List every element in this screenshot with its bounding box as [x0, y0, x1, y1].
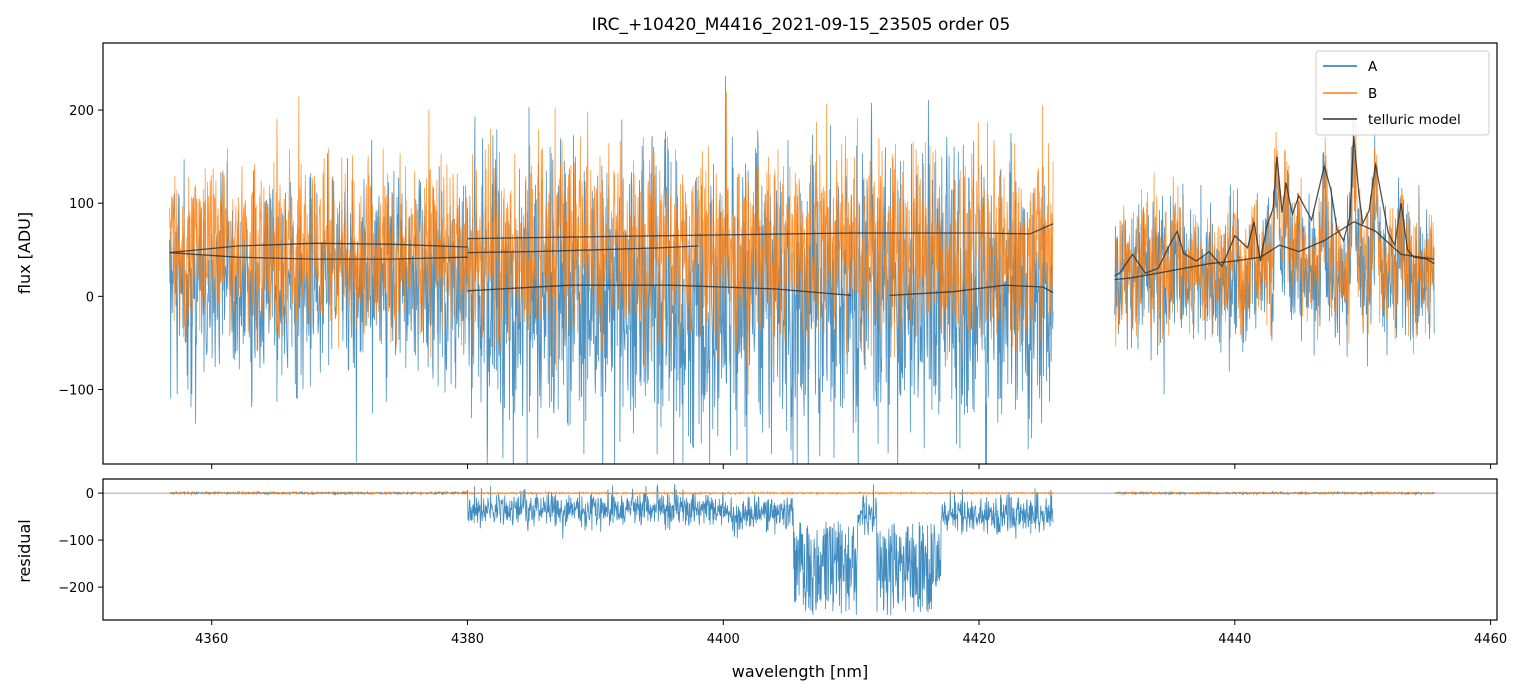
x-axis-label: wavelength [nm] [732, 662, 869, 681]
bottom-axis-ticks: 4360 4380 4400 4420 4440 4460 −200 −100 0 [58, 487, 1507, 647]
x-tick-label: 4440 [1218, 632, 1251, 647]
bottom-panel: 4360 4380 4400 4420 4440 4460 −200 −100 0 residu… [15, 478, 1507, 681]
x-tick-label: 4460 [1474, 632, 1507, 647]
top-y-tick-label: 100 [69, 197, 94, 212]
legend-label-telluric: telluric model [1368, 112, 1461, 128]
x-tick-label: 4360 [195, 632, 228, 647]
residual-b-line [169, 490, 1054, 496]
x-tick-label: 4400 [707, 632, 740, 647]
chart-title: IRC_+10420_M4416_2021-09-15_23505 order … [592, 15, 1011, 35]
bottom-y-tick-label: −200 [58, 581, 94, 596]
top-y-axis-label: flux [ADU] [15, 212, 34, 294]
telluric-model-line [467, 245, 698, 254]
top-axis-ticks: −100 0 100 200 [58, 104, 1492, 469]
legend-label-b: B [1368, 86, 1377, 102]
telluric-model-line [1114, 136, 1435, 277]
top-y-tick-label: −100 [58, 383, 94, 398]
telluric-model-line [169, 251, 468, 260]
telluric-model-line [467, 284, 852, 297]
legend: A B telluric model [1315, 50, 1490, 136]
top-y-tick-label: 0 [86, 290, 94, 305]
legend-label-a: A [1368, 59, 1378, 75]
top-axes-frame [102, 42, 1498, 465]
telluric-model-line [889, 284, 1054, 297]
x-tick-label: 4420 [962, 632, 995, 647]
bottom-axes-frame [102, 478, 1498, 621]
bottom-y-tick-label: 0 [86, 487, 94, 502]
top-y-tick-label: 200 [69, 104, 94, 119]
legend-box [1315, 50, 1490, 136]
telluric-model-line [169, 242, 468, 254]
bottom-plot-area [103, 483, 1497, 616]
bottom-y-tick-label: −100 [58, 534, 94, 549]
x-tick-label: 4380 [451, 632, 484, 647]
top-panel: −100 0 100 200 flux [ADU] A B telluric mode… [15, 42, 1498, 469]
telluric-model-line [467, 223, 1054, 240]
bottom-y-axis-label: residual [15, 519, 34, 582]
top-plot-area [169, 75, 1435, 464]
residual-b-line [1114, 490, 1435, 496]
telluric-model-line [1114, 221, 1435, 281]
